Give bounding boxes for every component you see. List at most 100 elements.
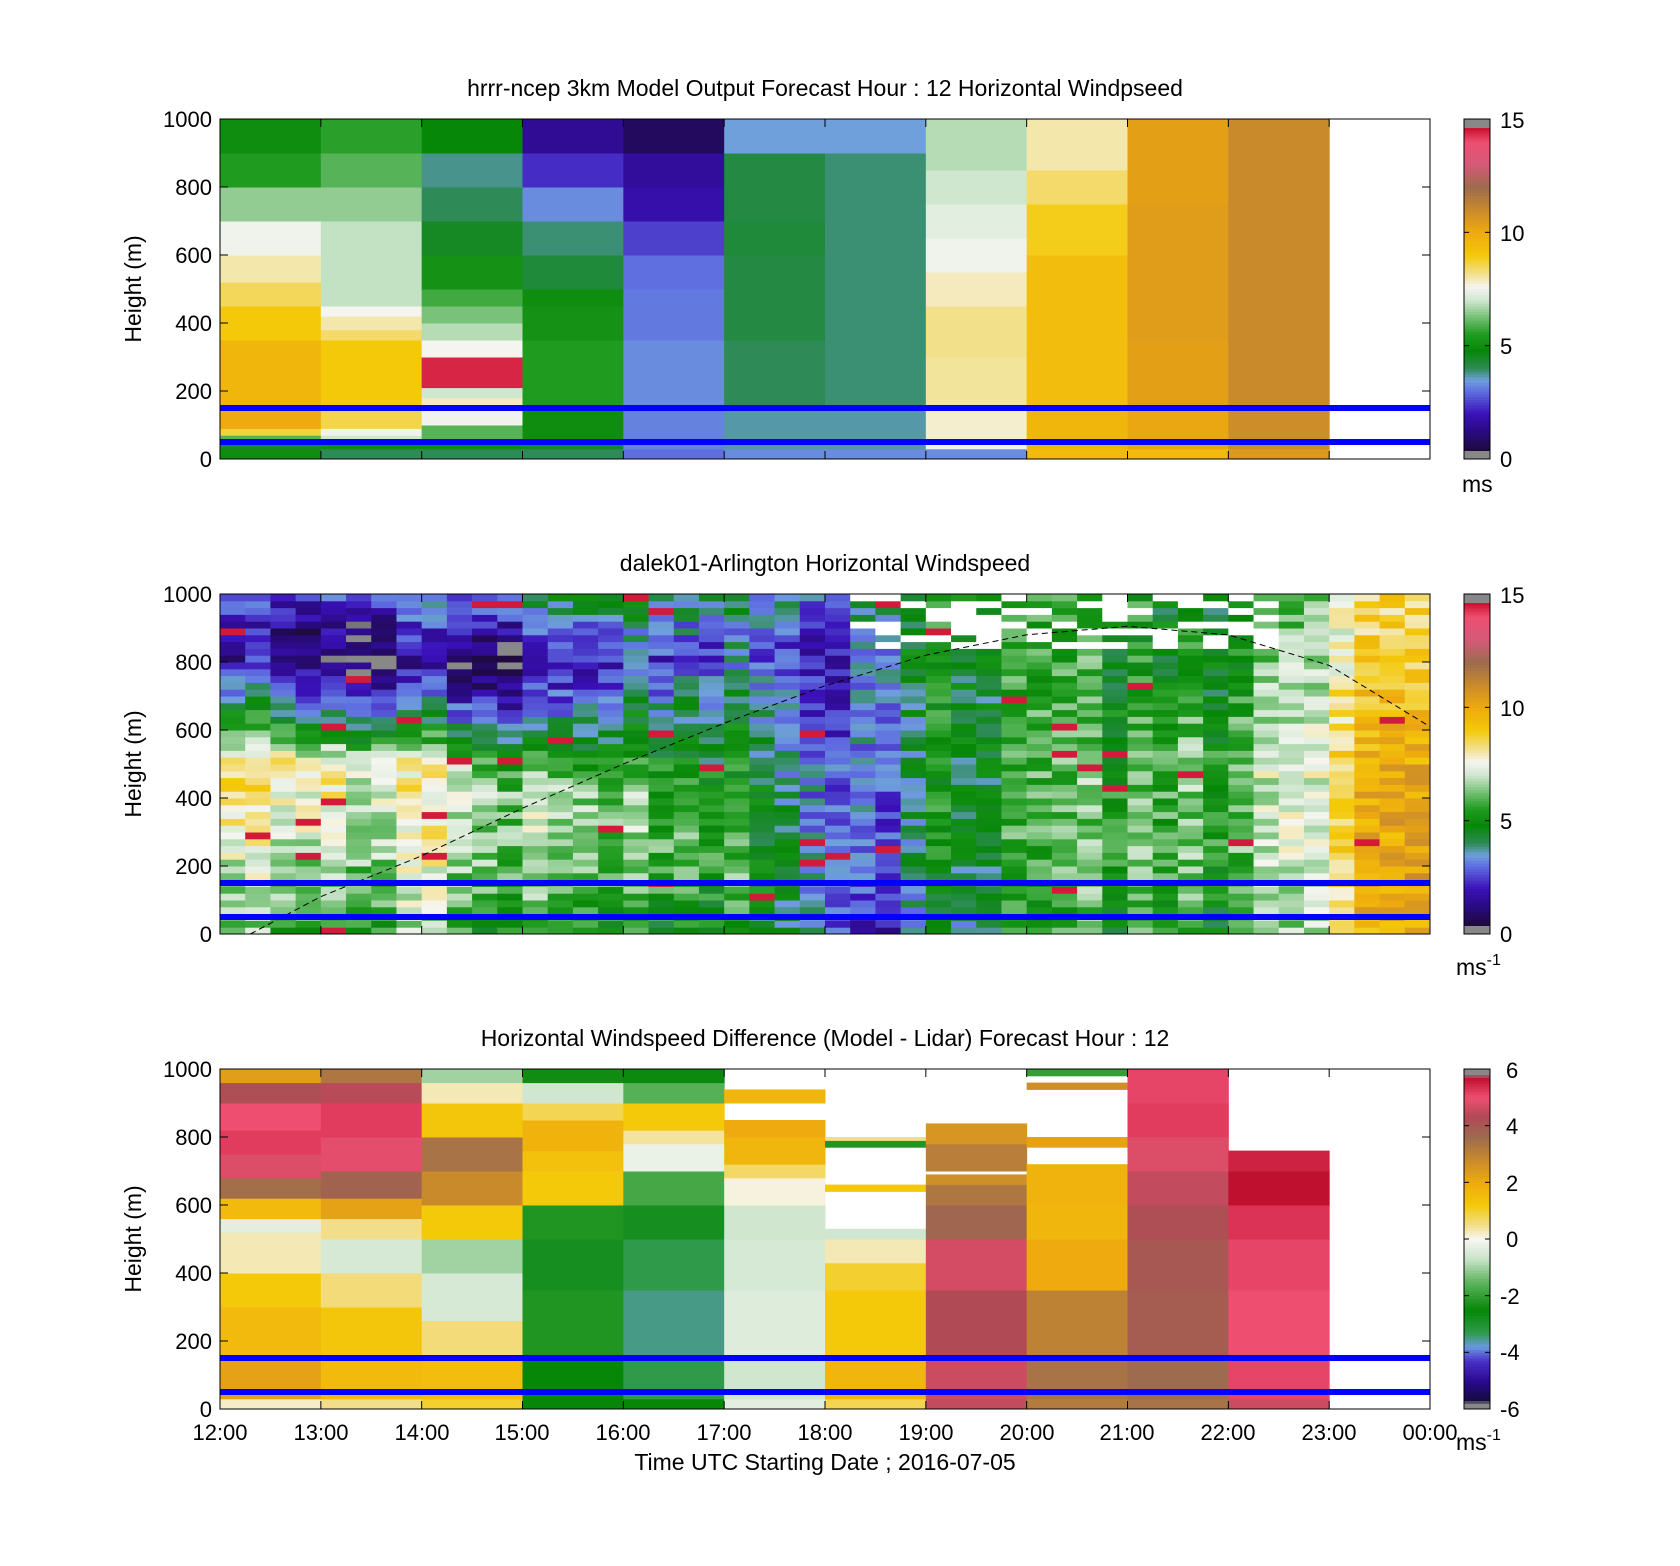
heatmap-cell [1253,852,1280,860]
heatmap-cell [925,357,1028,409]
colorbar-swatch [1464,1309,1490,1314]
heatmap-cell [598,886,624,894]
heatmap-cell [1203,614,1229,622]
heatmap-cell [825,1398,927,1410]
heatmap-cell [1152,682,1179,690]
heatmap-cell [1253,804,1280,813]
heatmap-cell [724,750,750,758]
heatmap-cell [976,825,1002,833]
heatmap-cell [572,784,599,792]
heatmap-cell [446,859,473,867]
heatmap-cell [799,838,826,847]
heatmap-cell [1001,757,1028,765]
heatmap-cell [547,757,574,765]
heatmap-cell [346,906,372,915]
heatmap-cell [547,893,574,901]
heatmap-cell [1354,648,1381,656]
heatmap-cell [547,832,574,840]
heatmap-cell [648,798,675,806]
heatmap-cell [875,770,902,779]
heatmap-cell [673,872,700,881]
heatmap-cell [1102,866,1128,874]
heatmap-cell [1303,777,1330,785]
heatmap-cell [220,1069,322,1084]
colorbar-tick-label: 15 [1500,583,1524,608]
heatmap-cell [951,621,977,629]
heatmap-cell [850,750,876,758]
heatmap-cell [270,886,297,894]
heatmap-cell [1379,662,1406,670]
heatmap-cell [1404,872,1431,881]
colorbar-swatch [1464,1278,1490,1282]
heatmap-cell [446,662,473,670]
heatmap-cell [446,736,473,745]
colorbar-swatch [1464,272,1490,276]
heatmap-cell [648,662,675,670]
heatmap-cell [1026,119,1128,171]
heatmap-cell [976,716,1002,724]
heatmap-cell [320,893,347,901]
heatmap-cell [1177,777,1204,785]
heatmap-cell [320,845,347,853]
heatmap-cell [1329,920,1355,928]
x-tick-label: 00:00 [1402,1420,1457,1445]
heatmap-cell [774,798,801,806]
heatmap-cell [623,153,725,188]
heatmap-cell [1177,668,1204,677]
heatmap-cell [1177,825,1204,833]
heatmap-cell [1303,804,1330,813]
heatmap-cell [1278,906,1305,915]
heatmap-cell [648,770,675,779]
heatmap-cell [724,743,750,751]
heatmap-cell [547,716,574,724]
heatmap-cell [371,906,397,915]
heatmap-cell [522,852,549,860]
heatmap-cell [648,757,675,765]
heatmap-cell [976,614,1002,622]
heatmap-cell [1001,818,1028,826]
heatmap-cell [446,614,473,622]
heatmap-cell [522,872,549,881]
heatmap-cell [1404,628,1431,636]
heatmap-cell [648,621,675,629]
heatmap-cell [1051,804,1078,813]
colorbar-swatch [1464,911,1490,915]
heatmap-cell [774,900,801,908]
heatmap-cell [1077,893,1103,901]
heatmap-cell [572,872,599,881]
heatmap-cell [1102,770,1128,779]
heatmap-cell [1203,662,1229,670]
heatmap-cell [522,716,549,724]
heatmap-cell [421,442,523,450]
heatmap-cell [951,614,977,622]
heatmap-cell [825,743,851,751]
heatmap-cell [976,743,1002,751]
heatmap-cell [472,791,498,799]
heatmap-cell [1177,811,1204,819]
heatmap-cell [1102,600,1128,609]
heatmap-cell [799,859,826,867]
colorbar-swatch [1464,715,1490,720]
heatmap-cell [1354,798,1381,806]
heatmap-cell [875,723,902,731]
heatmap-cell [522,927,549,935]
heatmap-cell [1203,845,1229,853]
heatmap-cell [1127,675,1154,683]
heatmap-cell [825,1137,927,1141]
heatmap-cell [1379,648,1406,656]
heatmap-cell [421,859,448,867]
heatmap-cell [1354,832,1381,840]
heatmap-cell [1152,906,1179,915]
heatmap-cell [371,682,397,690]
heatmap-cell [1127,204,1229,341]
heatmap-cell [320,634,347,643]
heatmap-cell [976,900,1002,908]
heatmap-cell [598,743,624,751]
heatmap-cell [1278,607,1305,615]
heatmap-cell [648,709,675,717]
heatmap-cell [1051,716,1078,724]
colorbar-swatch [1464,633,1490,637]
heatmap-cell [925,607,952,615]
heatmap-cell [346,723,372,731]
heatmap-cell [421,662,448,670]
